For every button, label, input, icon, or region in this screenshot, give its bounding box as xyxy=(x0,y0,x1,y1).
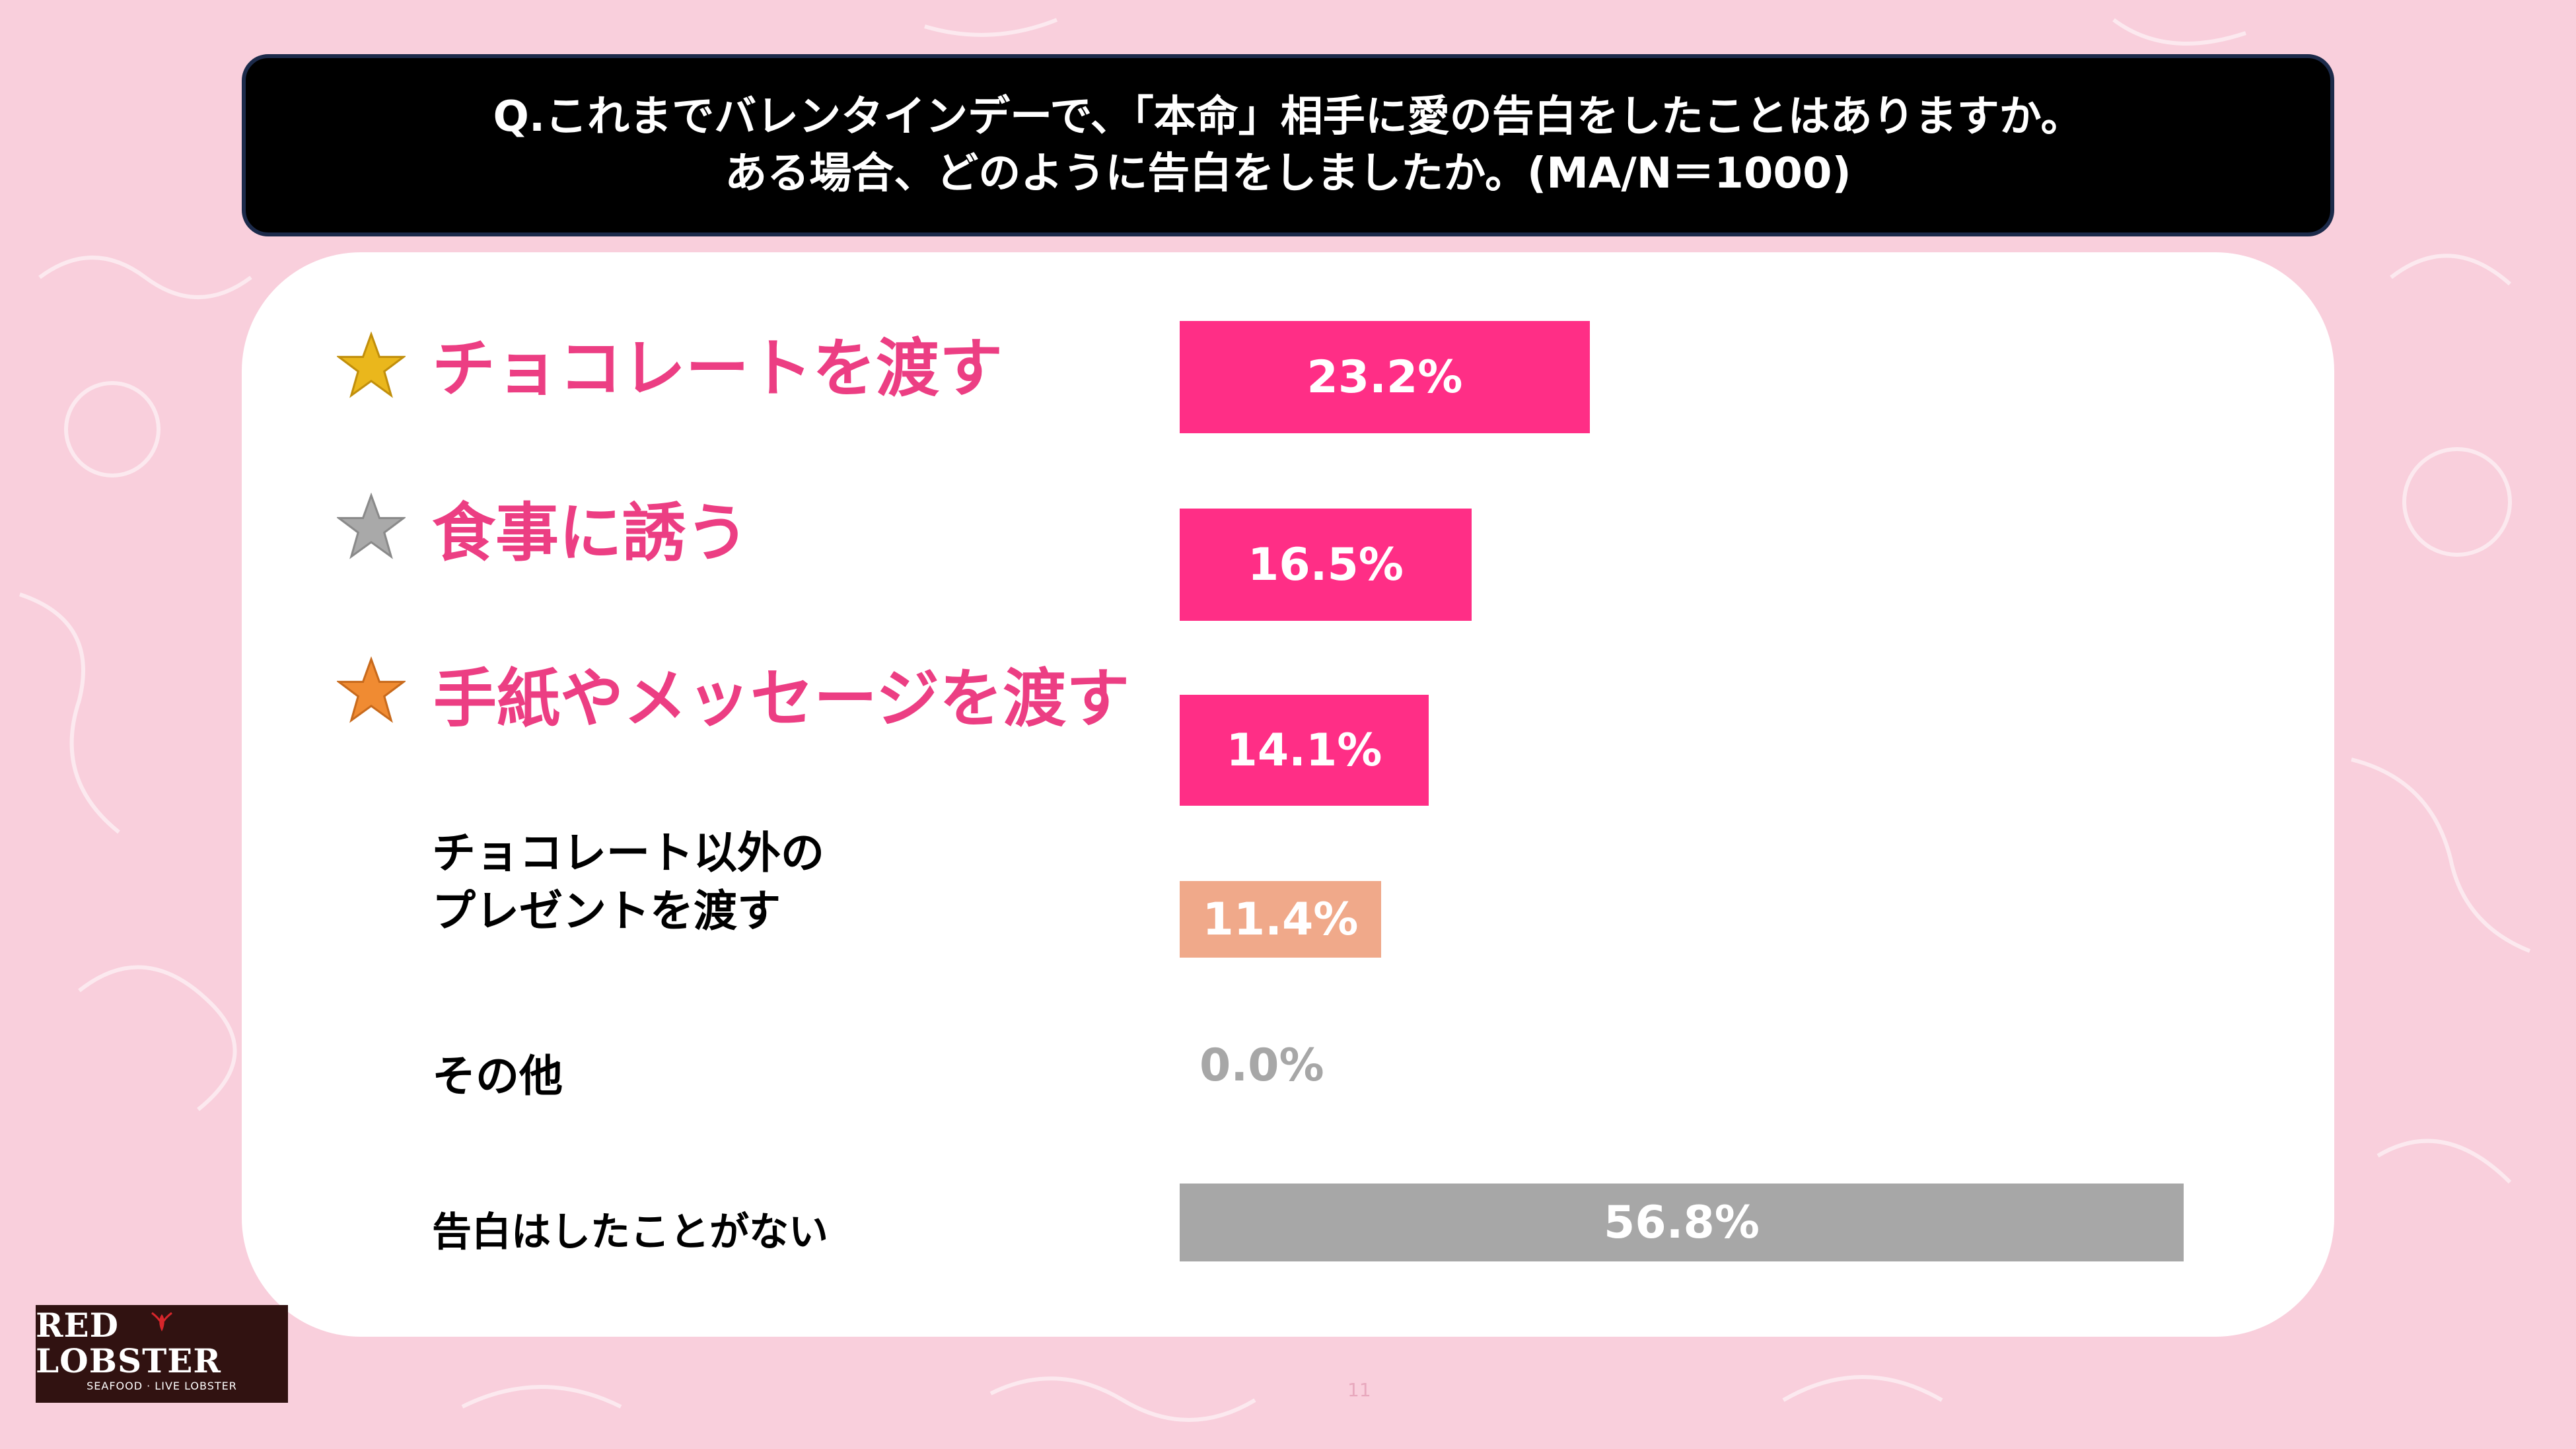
value-label-letter: 14.1% xyxy=(1226,724,1382,777)
value-label-other: 0.0% xyxy=(1199,1040,1324,1092)
value-label-chocolate: 23.2% xyxy=(1306,351,1463,404)
question-title-line2: ある場合、どのように告白をしましたか。(MA/N＝1000) xyxy=(725,149,1851,198)
lobster-icon xyxy=(151,1312,172,1331)
logo-name: RED LOBSTER xyxy=(36,1306,221,1380)
silver-star-icon xyxy=(337,493,406,559)
category-label-never: 告白はしたことがない xyxy=(432,1209,828,1255)
value-label-dinner: 16.5% xyxy=(1248,538,1404,591)
question-header: Q.これまでバレンタインデーで、「本命」相手に愛の告白をしたことはありますか。 … xyxy=(242,54,2334,236)
bar-dinner: 16.5% xyxy=(1180,509,1472,621)
category-label-other-present: チョコレート以外の プレゼントを渡す xyxy=(432,824,824,940)
question-title-line1: Q.これまでバレンタインデーで、「本命」相手に愛の告白をしたことはありますか。 xyxy=(493,92,2083,141)
category-label-chocolate: チョコレートを渡す xyxy=(432,332,1003,406)
category-label-dinner: 食事に誘う xyxy=(432,496,749,570)
page-number: 11 xyxy=(1347,1379,1371,1401)
value-label-other-present: 11.4% xyxy=(1202,893,1359,946)
bar-other-present: 11.4% xyxy=(1180,881,1381,958)
gold-star-icon xyxy=(337,332,406,398)
category-label-other-present-line2: プレゼントを渡す xyxy=(432,886,781,937)
category-label-letter: 手紙やメッセージを渡す xyxy=(433,662,1130,736)
logo-tagline: SEAFOOD · LIVE LOBSTER xyxy=(87,1380,237,1392)
category-label-other-present-line1: チョコレート以外の xyxy=(432,828,824,878)
category-label-other: その他 xyxy=(432,1051,563,1102)
value-label-never: 56.8% xyxy=(1604,1196,1760,1249)
bar-letter: 14.1% xyxy=(1180,695,1429,806)
bronze-star-icon xyxy=(337,656,406,723)
bar-never: 56.8% xyxy=(1180,1184,2184,1261)
red-lobster-logo: RED LOBSTER SEAFOOD · LIVE LOBSTER xyxy=(36,1305,288,1403)
bar-chocolate: 23.2% xyxy=(1180,321,1590,433)
